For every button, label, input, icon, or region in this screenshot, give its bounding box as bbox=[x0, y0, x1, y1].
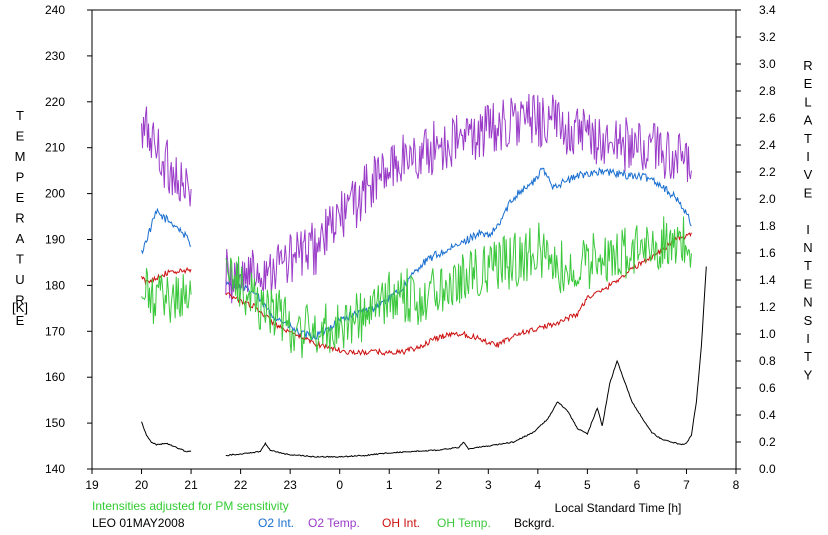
legend-oh-int: OH Int. bbox=[382, 516, 420, 530]
x-tick-label: 21 bbox=[184, 478, 198, 492]
series-line-o2-temp-seg0 bbox=[141, 106, 192, 207]
left-tick-label: 190 bbox=[45, 233, 65, 247]
x-tick-label: 19 bbox=[85, 478, 99, 492]
left-tick-label: 140 bbox=[45, 462, 65, 476]
series-line-bckgrd-seg1 bbox=[225, 266, 707, 458]
right-tick-label: 2.0 bbox=[759, 192, 776, 206]
legend-bckgrd: Bckgrd. bbox=[514, 516, 555, 530]
legend-o2-temp: O2 Temp. bbox=[308, 516, 360, 530]
x-tick-label: 6 bbox=[634, 478, 641, 492]
left-tick-label: 210 bbox=[45, 141, 65, 155]
series-layer bbox=[141, 93, 707, 458]
right-tick-label: 1.6 bbox=[759, 246, 776, 260]
x-tick-label: 5 bbox=[584, 478, 591, 492]
left-axis-unit: [K] bbox=[12, 300, 28, 315]
legend-o2-int: O2 Int. bbox=[258, 516, 294, 530]
left-tick-label: 240 bbox=[45, 3, 65, 17]
right-tick-label: 0.8 bbox=[759, 354, 776, 368]
left-tick-label: 150 bbox=[45, 416, 65, 430]
right-tick-label: 2.4 bbox=[759, 138, 776, 152]
left-tick-label: 180 bbox=[45, 278, 65, 292]
series-line-o2-int-seg1 bbox=[225, 166, 692, 341]
x-tick-label: 20 bbox=[135, 478, 149, 492]
right-tick-label: 1.2 bbox=[759, 300, 776, 314]
series-line-o2-temp-seg1 bbox=[225, 93, 692, 304]
right-tick-label: 3.4 bbox=[759, 3, 776, 17]
right-tick-label: 0.0 bbox=[759, 462, 776, 476]
series-line-oh-temp-seg0 bbox=[141, 268, 192, 325]
x-tick-label: 3 bbox=[485, 478, 492, 492]
x-tick-label: 23 bbox=[283, 478, 297, 492]
left-tick-label: 170 bbox=[45, 324, 65, 338]
series-line-oh-int-seg0 bbox=[141, 266, 192, 286]
x-tick-label: 1 bbox=[386, 478, 393, 492]
x-tick-label: 4 bbox=[535, 478, 542, 492]
sensitivity-note: Intensities adjusted for PM sensitivity bbox=[92, 499, 289, 513]
right-tick-label: 1.4 bbox=[759, 273, 776, 287]
right-tick-label: 1.0 bbox=[759, 327, 776, 341]
legend: O2 Int. O2 Temp. OH Int. OH Temp. Bckgrd… bbox=[258, 516, 555, 530]
left-tick-label: 160 bbox=[45, 370, 65, 384]
right-tick-label: 1.8 bbox=[759, 219, 776, 233]
x-tick-label: 22 bbox=[234, 478, 248, 492]
left-tick-label: 220 bbox=[45, 95, 65, 109]
right-tick-label: 3.2 bbox=[759, 30, 776, 44]
right-tick-label: 0.2 bbox=[759, 435, 776, 449]
left-tick-label: 200 bbox=[45, 187, 65, 201]
right-tick-label: 0.6 bbox=[759, 381, 776, 395]
series-line-o2-int-seg0 bbox=[141, 207, 192, 255]
right-tick-label: 0.4 bbox=[759, 408, 776, 422]
x-tick-label: 2 bbox=[435, 478, 442, 492]
series-line-bckgrd-seg0 bbox=[141, 421, 192, 453]
x-tick-label: 8 bbox=[733, 478, 740, 492]
x-tick-label: 7 bbox=[683, 478, 690, 492]
right-tick-label: 2.8 bbox=[759, 84, 776, 98]
x-tick-label: 0 bbox=[336, 478, 343, 492]
right-tick-label: 3.0 bbox=[759, 57, 776, 71]
right-tick-label: 2.6 bbox=[759, 111, 776, 125]
x-axis-label: Local Standard Time [h] bbox=[555, 501, 682, 515]
right-tick-label: 2.2 bbox=[759, 165, 776, 179]
station-date: LEO 01MAY2008 bbox=[92, 516, 185, 530]
left-tick-label: 230 bbox=[45, 49, 65, 63]
legend-oh-temp: OH Temp. bbox=[437, 516, 491, 530]
axis-layer: 19 20 21 22 23 0 1 2 3 4 5 6 7 8140150160170180190200… bbox=[45, 3, 776, 492]
series-line-oh-temp-seg1 bbox=[225, 216, 692, 359]
